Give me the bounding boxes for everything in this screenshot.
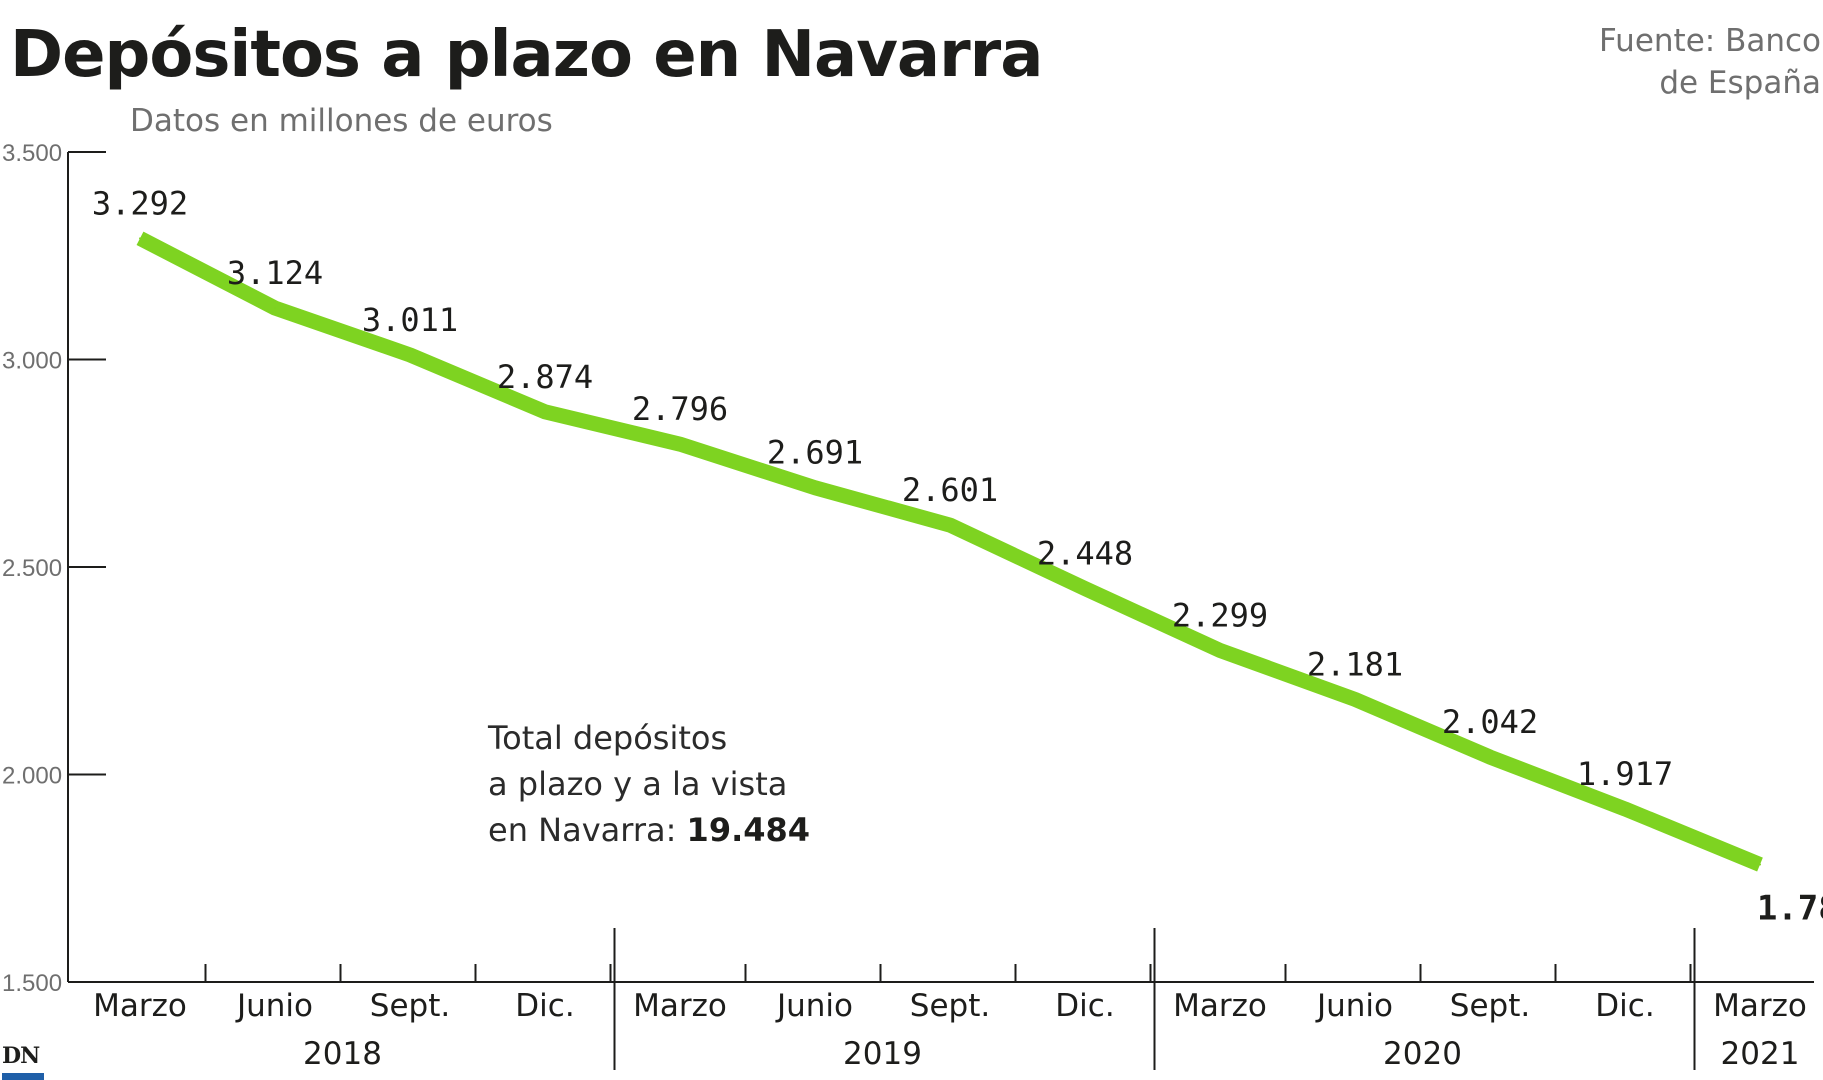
data-point <box>544 410 546 413</box>
source-note: Fuente: Banco de España <box>1599 20 1821 104</box>
y-tick-label: 2.000 <box>2 763 62 790</box>
x-tick-label: Sept. <box>370 988 450 1024</box>
data-label: 3.011 <box>362 301 458 339</box>
year-label: 2020 <box>1383 1036 1462 1072</box>
dn-logo: DN <box>2 1043 46 1080</box>
x-tick-label: Dic. <box>1595 988 1654 1024</box>
data-label: 2.181 <box>1307 645 1403 683</box>
note-line-2: a plazo y a la vista <box>488 765 788 803</box>
x-tick-label: Sept. <box>1450 988 1530 1024</box>
note-total-value: 19.484 <box>686 811 811 849</box>
note-line-3-prefix: en Navarra: <box>488 811 687 849</box>
data-label: 3.292 <box>92 184 188 222</box>
data-point <box>1219 649 1221 652</box>
x-tick-label: Marzo <box>1173 988 1267 1024</box>
data-point <box>1354 698 1356 701</box>
data-label: 2.299 <box>1172 596 1268 634</box>
data-point <box>949 524 951 527</box>
dn-logo-bar <box>2 1073 44 1080</box>
year-label: 2018 <box>303 1036 382 1072</box>
y-tick-label: 1.500 <box>2 970 62 997</box>
x-tick-label: Marzo <box>1713 988 1807 1024</box>
x-tick-label: Marzo <box>633 988 727 1024</box>
data-point <box>274 307 276 310</box>
data-label: 2.448 <box>1037 535 1133 573</box>
chart-subtitle: Datos en millones de euros <box>130 103 553 139</box>
data-label: 2.042 <box>1442 703 1538 741</box>
source-line-1: Fuente: Banco <box>1599 23 1821 59</box>
data-point <box>1624 807 1626 810</box>
data-point <box>409 353 411 356</box>
x-tick-label: Marzo <box>93 988 187 1024</box>
data-label: 2.691 <box>767 434 863 472</box>
data-label: 3.124 <box>227 254 323 292</box>
data-point <box>1084 587 1086 590</box>
dn-logo-text: DN <box>2 1043 40 1069</box>
data-label: 1.783 <box>1757 889 1823 929</box>
x-tick-label: Junio <box>1315 988 1393 1024</box>
data-point <box>1759 863 1761 866</box>
total-deposits-note: Total depósitos a plazo y a la vista en … <box>488 715 810 853</box>
data-point <box>139 237 141 240</box>
source-line-2: de España <box>1659 65 1821 101</box>
x-tick-label: Junio <box>235 988 313 1024</box>
data-point <box>1489 756 1491 759</box>
note-line-3: en Navarra: 19.484 <box>488 807 810 853</box>
data-label: 2.874 <box>497 358 593 396</box>
x-tick-label: Dic. <box>1055 988 1114 1024</box>
chart-title: Depósitos a plazo en Navarra <box>10 18 1043 92</box>
note-line-1: Total depósitos <box>488 719 728 757</box>
data-label: 2.601 <box>902 471 998 509</box>
y-tick-label: 2.500 <box>2 555 62 582</box>
x-tick-label: Dic. <box>515 988 574 1024</box>
data-point <box>679 443 681 446</box>
y-tick-label: 3.000 <box>2 348 62 375</box>
data-point <box>814 486 816 489</box>
x-tick-label: Sept. <box>910 988 990 1024</box>
year-label: 2021 <box>1721 1036 1800 1072</box>
data-label: 1.917 <box>1577 755 1673 793</box>
data-label: 2.796 <box>632 390 728 428</box>
y-tick-label: 3.500 <box>2 140 62 167</box>
x-tick-label: Junio <box>775 988 853 1024</box>
year-label: 2019 <box>843 1036 922 1072</box>
